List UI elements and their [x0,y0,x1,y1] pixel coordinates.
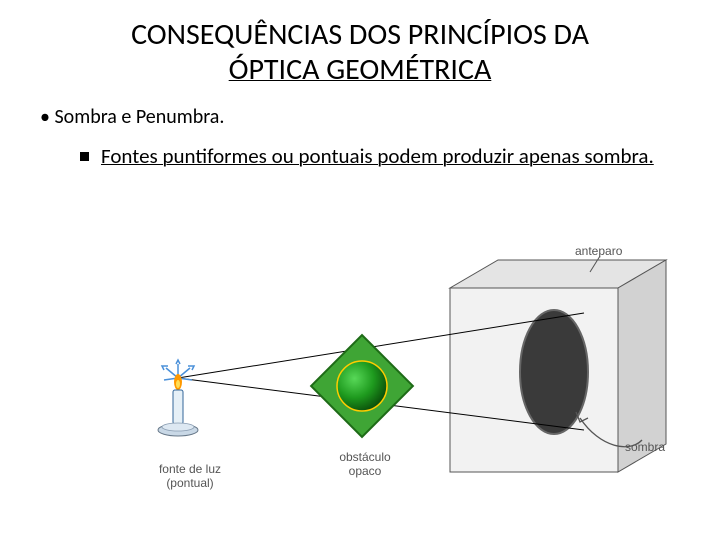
screen-label: anteparo [575,244,622,258]
title-line2: ÓPTICA GEOMÉTRICA [229,51,492,88]
bullet-level1: Sombra e Penumbra. [40,105,688,129]
candle-shape [158,360,198,436]
title-line1: CONSEQUÊNCIAS DOS PRINCÍPIOS DA [131,16,589,53]
bullet-level2-text: Fontes puntiformes ou pontuais podem pro… [101,143,654,169]
candle-label: fonte de luz (pontual) [140,462,240,490]
optics-diagram: fonte de luz (pontual) obstáculo opaco a… [130,250,630,520]
slide-title: CONSEQUÊNCIAS DOS PRINCÍPIOS DA ÓPTICA G… [32,18,688,87]
square-bullet-icon [80,152,89,161]
obstacle-shape [311,335,413,437]
obstacle-label: obstáculo opaco [325,450,405,478]
bullet-level2-row: Fontes puntiformes ou pontuais podem pro… [80,143,688,169]
shadow-label: sombra [625,440,665,454]
